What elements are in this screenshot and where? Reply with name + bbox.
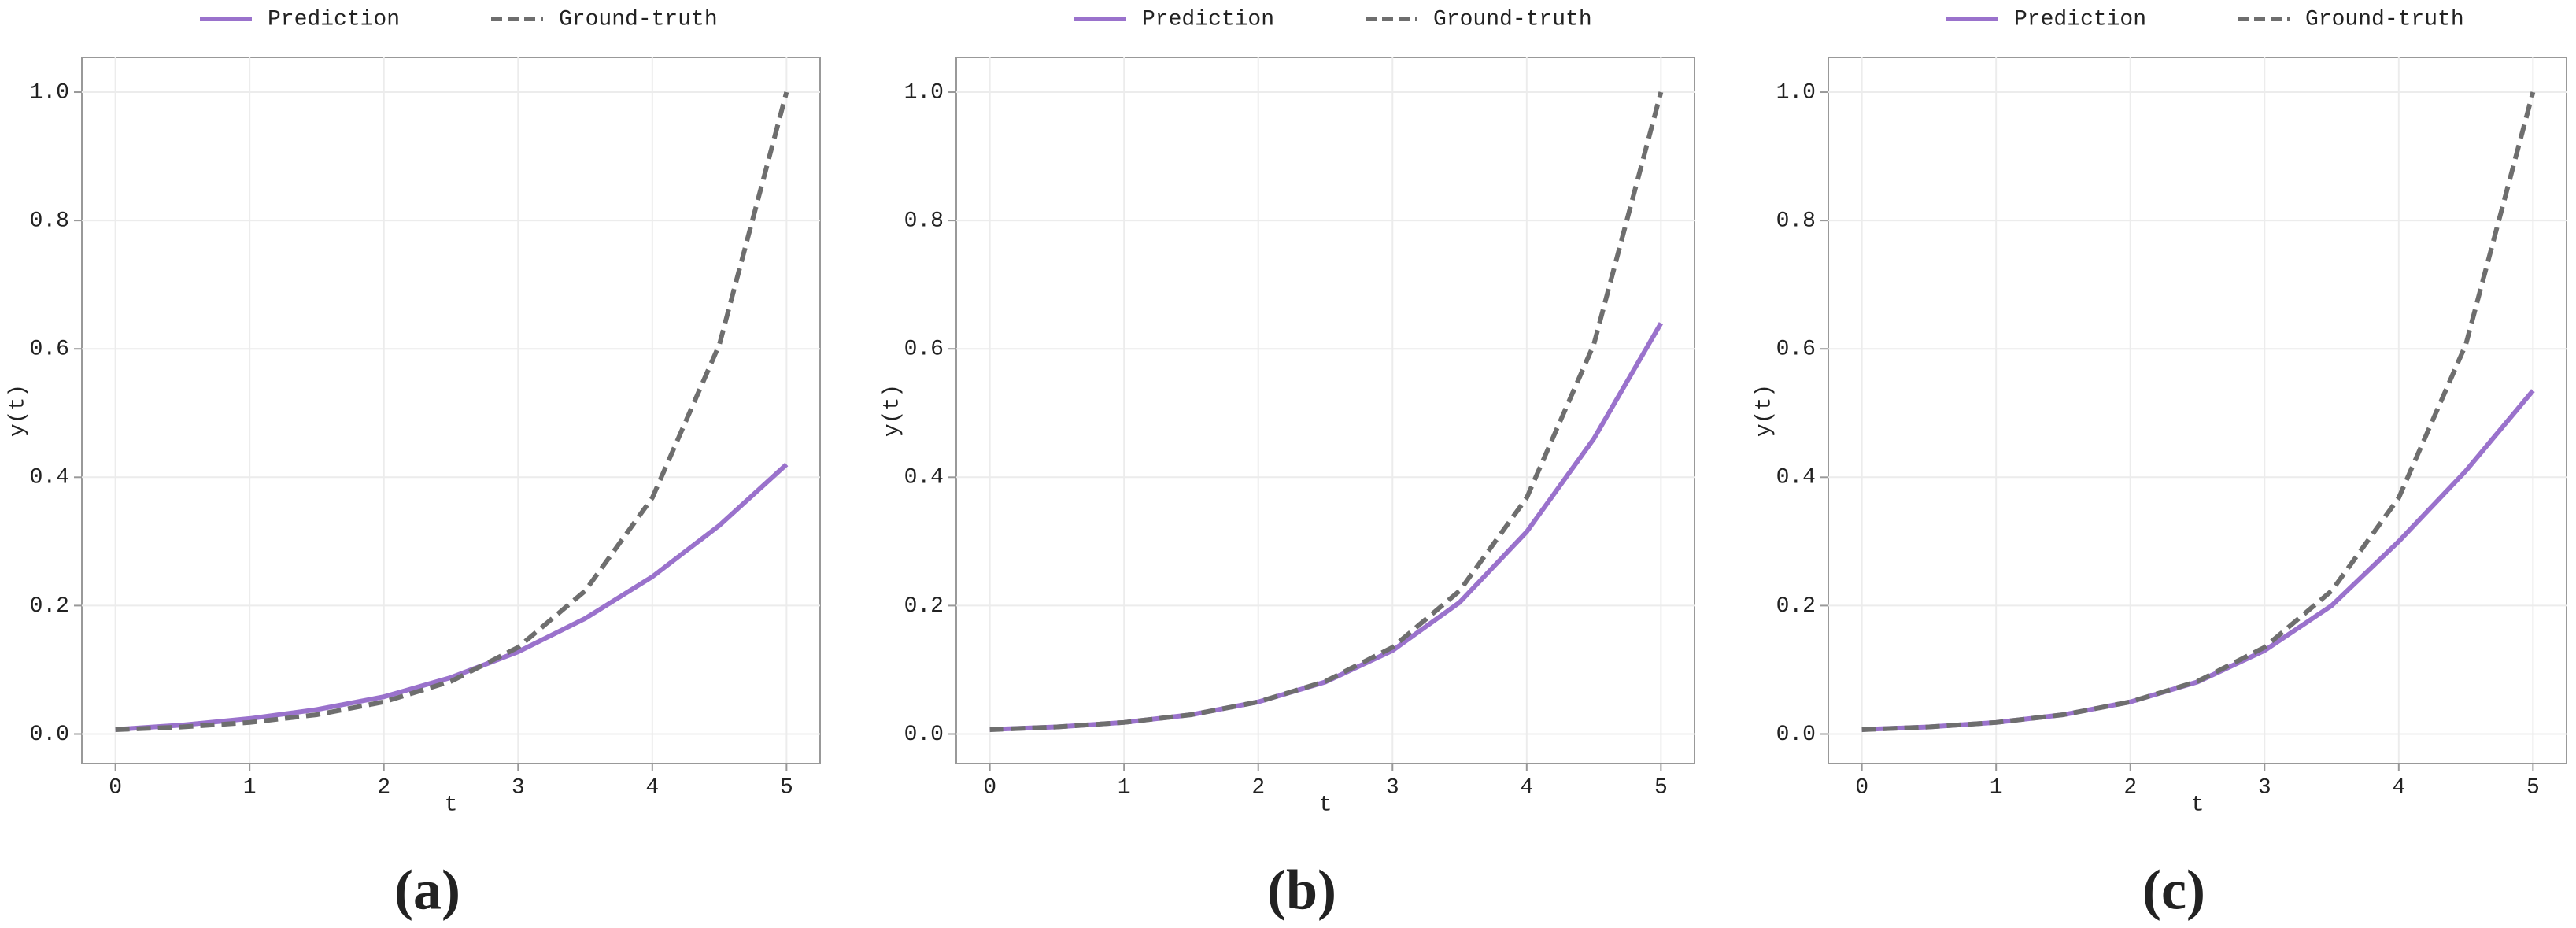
y-tick-label: 0.8 (904, 209, 944, 234)
x-tick-label: 0 (109, 775, 122, 800)
series-line (115, 462, 789, 732)
y-tick-label: 0.0 (30, 723, 69, 747)
x-tick-label: 2 (1251, 775, 1265, 800)
x-tick-label: 3 (512, 775, 525, 800)
plot-area (955, 57, 1695, 764)
y-axis-label: y(t) (1752, 384, 1776, 437)
y-tick-label: 0.4 (1776, 466, 1816, 490)
x-tick-label: 0 (1855, 775, 1868, 800)
plot-area (81, 57, 821, 764)
x-tick-label: 5 (780, 775, 793, 800)
y-tick-label: 1.0 (904, 80, 944, 105)
x-tick-label: 5 (1654, 775, 1668, 800)
y-tick-label: 0.4 (904, 466, 944, 490)
y-tick-label: 1.0 (1776, 80, 1816, 105)
x-tick-label: 2 (377, 775, 390, 800)
y-tick-label: 0.6 (904, 338, 944, 362)
legend-label: Prediction (2014, 7, 2146, 31)
legend-label: Prediction (268, 7, 400, 31)
y-tick-label: 0.2 (1776, 594, 1816, 619)
y-tick-label: 0.8 (1776, 209, 1816, 234)
x-axis-label: t (445, 793, 458, 817)
y-tick-label: 0.6 (30, 338, 69, 362)
y-tick-label: 0.2 (904, 594, 944, 619)
y-tick-label: 0.4 (30, 466, 69, 490)
x-tick-label: 0 (983, 775, 996, 800)
y-tick-label: 0.0 (904, 723, 944, 747)
panel-caption: (c) (2142, 859, 2205, 922)
panel-caption: (a) (394, 859, 460, 922)
x-tick-label: 4 (1520, 775, 1533, 800)
y-axis-label: y(t) (6, 384, 30, 437)
x-tick-label: 2 (2123, 775, 2137, 800)
y-axis-label: y(t) (880, 384, 904, 437)
y-tick-label: 0.0 (1776, 723, 1816, 747)
x-axis-label: t (2191, 793, 2205, 817)
series-line (1861, 91, 2536, 733)
legend-label: Ground-truth (559, 7, 718, 31)
legend-label: Ground-truth (1433, 7, 1592, 31)
legend-label: Prediction (1142, 7, 1274, 31)
y-tick-label: 0.6 (1776, 338, 1816, 362)
series-line (989, 91, 1664, 733)
x-tick-label: 5 (2526, 775, 2540, 800)
y-tick-label: 1.0 (30, 80, 69, 105)
x-tick-label: 4 (645, 775, 659, 800)
plot-area (1828, 57, 2567, 764)
x-tick-label: 4 (2392, 775, 2405, 800)
x-tick-label: 1 (1990, 775, 2003, 800)
x-tick-label: 3 (2258, 775, 2271, 800)
series-line (115, 91, 789, 733)
x-tick-label: 3 (1386, 775, 1399, 800)
x-tick-label: 1 (243, 775, 257, 800)
x-axis-label: t (1319, 793, 1332, 817)
legend-label: Ground-truth (2305, 7, 2464, 31)
panel-caption: (b) (1267, 859, 1336, 922)
y-tick-label: 0.8 (30, 209, 69, 234)
x-tick-label: 1 (1118, 775, 1131, 800)
y-tick-label: 0.2 (30, 594, 69, 619)
